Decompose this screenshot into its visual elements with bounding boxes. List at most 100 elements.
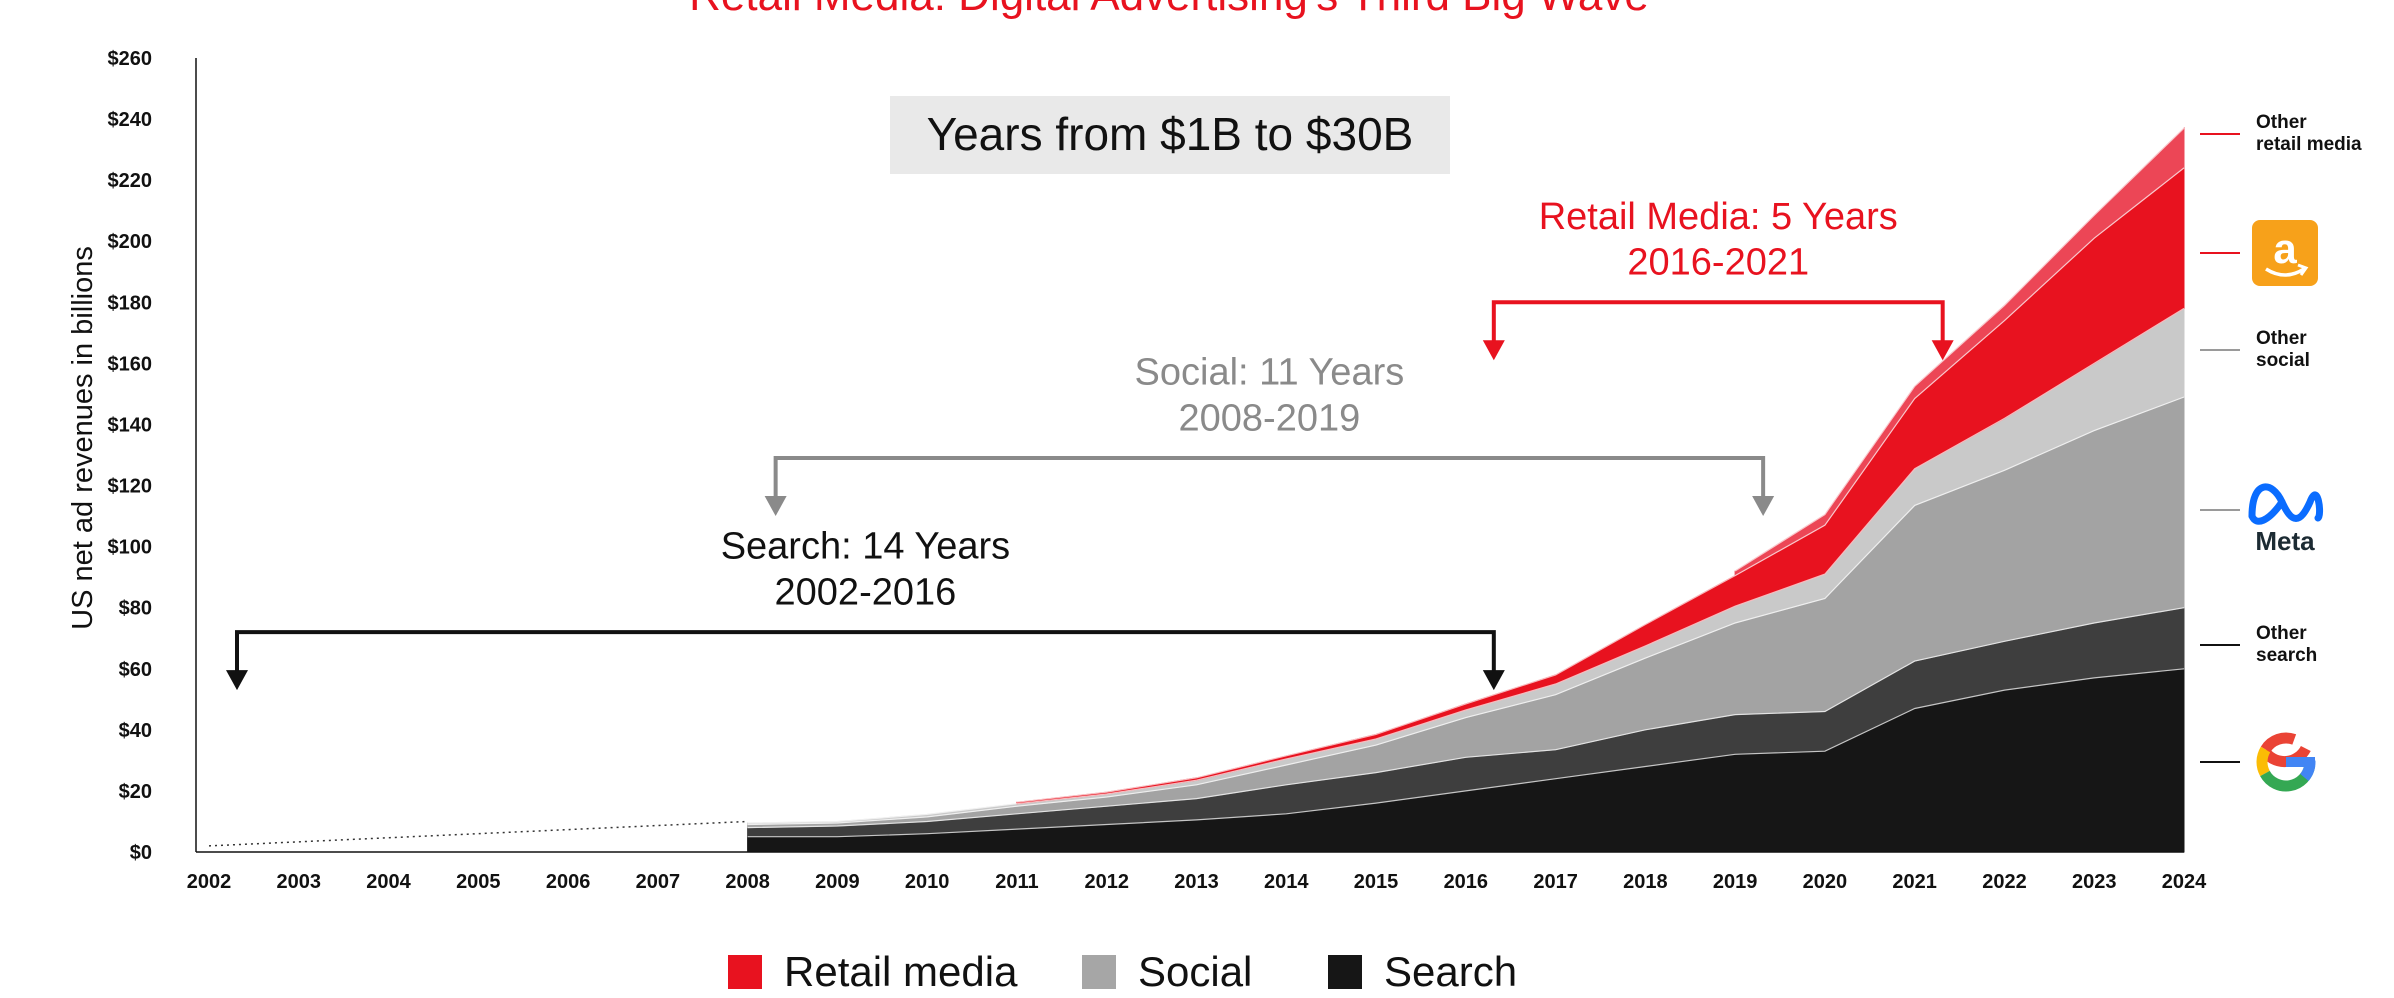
x-tick-label: 2020 — [1803, 871, 1848, 893]
annotation-text: Search: 14 Years — [721, 526, 1010, 568]
x-tick-label: 2015 — [1354, 871, 1399, 893]
x-tick-label: 2019 — [1713, 871, 1758, 893]
annotation-text: Social: 11 Years — [1135, 352, 1405, 394]
legend-item-retail-media: Retail media — [728, 948, 1018, 995]
x-tick-label: 2008 — [725, 871, 770, 893]
legend-label: Retail media — [784, 948, 1018, 995]
arrow-head — [1931, 340, 1954, 361]
y-tick-label: $120 — [108, 476, 153, 498]
y-tick-label: $20 — [119, 781, 152, 803]
area-separator — [1734, 127, 2185, 572]
annotation-text: 2002-2016 — [775, 571, 957, 613]
meta-wordmark: Meta — [2255, 526, 2315, 556]
amazon-logo-icon: a — [2252, 220, 2318, 286]
legend-label: Social — [1138, 948, 1252, 995]
y-tick-label: $180 — [108, 292, 153, 314]
area-separator — [747, 607, 2185, 829]
legend-label: Search — [1384, 948, 1517, 995]
legend-item-search: Search — [1328, 948, 1517, 995]
bracket-line — [1491, 300, 1945, 345]
x-tick-label: 2012 — [1084, 871, 1129, 893]
meta-logo-icon: Meta — [2248, 483, 2324, 556]
bracket-line — [773, 456, 1766, 501]
y-tick-label: $220 — [108, 170, 153, 192]
legend: Retail media Social Search — [728, 948, 1517, 995]
google-logo-icon — [2256, 732, 2316, 792]
area-separator — [1016, 167, 2185, 803]
x-tick-label: 2021 — [1892, 871, 1937, 893]
x-tick-label: 2010 — [905, 871, 950, 893]
side-label-text: Other — [2256, 328, 2307, 349]
x-tick-label: 2002 — [187, 871, 232, 893]
x-tick-label: 2005 — [456, 871, 501, 893]
chart-subtitle: Years from $1B to $30B — [927, 108, 1414, 160]
google-red-arc — [2260, 732, 2297, 753]
y-axis-ticks: $0 $20 $40 $60 $80 $100 $120 $140 $160 $180 $200 $2… — [108, 48, 153, 864]
y-tick-label: $100 — [108, 537, 153, 559]
right-label-amazon: a — [2200, 220, 2318, 286]
side-label-text: search — [2256, 645, 2317, 666]
y-tick-label: $260 — [108, 48, 153, 70]
right-label-meta: Meta — [2200, 483, 2324, 556]
x-tick-label: 2022 — [1982, 871, 2027, 893]
y-tick-label: $160 — [108, 353, 153, 375]
legend-swatch — [1082, 955, 1116, 989]
y-tick-label: $0 — [130, 842, 152, 864]
x-tick-label: 2013 — [1174, 871, 1219, 893]
side-label-text: Other — [2256, 112, 2307, 133]
arrow-head — [1482, 340, 1505, 361]
area-separator — [747, 668, 2185, 838]
bracket-line — [235, 630, 1496, 675]
amazon-smile-arrow — [2297, 263, 2309, 276]
side-label-text: Other — [2256, 623, 2307, 644]
y-axis-label: US net ad revenues in billions — [67, 246, 99, 630]
x-tick-label: 2016 — [1444, 871, 1489, 893]
annotation-text: Retail Media: 5 Years — [1539, 196, 1898, 238]
y-tick-label: $80 — [119, 598, 152, 620]
y-tick-label: $40 — [119, 720, 152, 742]
annotation-text: 2016-2021 — [1627, 242, 1809, 284]
meta-infinity-tail — [2248, 498, 2286, 525]
arrow-head — [1752, 496, 1775, 517]
subtitle-box: Years from $1B to $30B — [890, 96, 1450, 174]
x-tick-label: 2004 — [366, 871, 411, 893]
stacked-areas — [208, 127, 2185, 853]
x-tick-label: 2003 — [277, 871, 322, 893]
arrow-head — [1482, 670, 1505, 691]
y-tick-label: $200 — [108, 231, 153, 253]
google-yellow-arc — [2256, 746, 2271, 777]
y-tick-label: $240 — [108, 109, 153, 131]
legend-swatch — [1328, 955, 1362, 989]
chart-title: Retail Media: Digital Advertising's Thir… — [689, 0, 1649, 20]
x-axis-ticks: 2002 2003 2004 2005 2006 2007 2008 2009 2010 2011… — [187, 871, 2207, 893]
x-tick-label: 2014 — [1264, 871, 1309, 893]
pre-2008-dotted-line — [208, 820, 748, 847]
x-tick-label: 2017 — [1533, 871, 1578, 893]
y-tick-label: $60 — [119, 659, 152, 681]
legend-item-social: Social — [1082, 948, 1252, 995]
x-tick-label: 2011 — [995, 871, 1038, 893]
side-label-text: social — [2256, 350, 2310, 371]
x-tick-label: 2007 — [636, 871, 681, 893]
amazon-smile — [2265, 267, 2305, 277]
meta-infinity — [2248, 483, 2324, 522]
x-tick-label: 2006 — [546, 871, 591, 893]
right-label-google — [2200, 732, 2316, 792]
subtitle-background — [890, 96, 1450, 174]
annotation-text: 2008-2019 — [1179, 397, 1361, 439]
x-tick-label: 2018 — [1623, 871, 1668, 893]
amazon-logo-letter: a — [2273, 225, 2297, 272]
x-tick-label: 2023 — [2072, 871, 2117, 893]
arrow-head — [764, 496, 787, 517]
y-tick-label: $140 — [108, 414, 153, 436]
x-tick-label: 2024 — [2162, 871, 2207, 893]
